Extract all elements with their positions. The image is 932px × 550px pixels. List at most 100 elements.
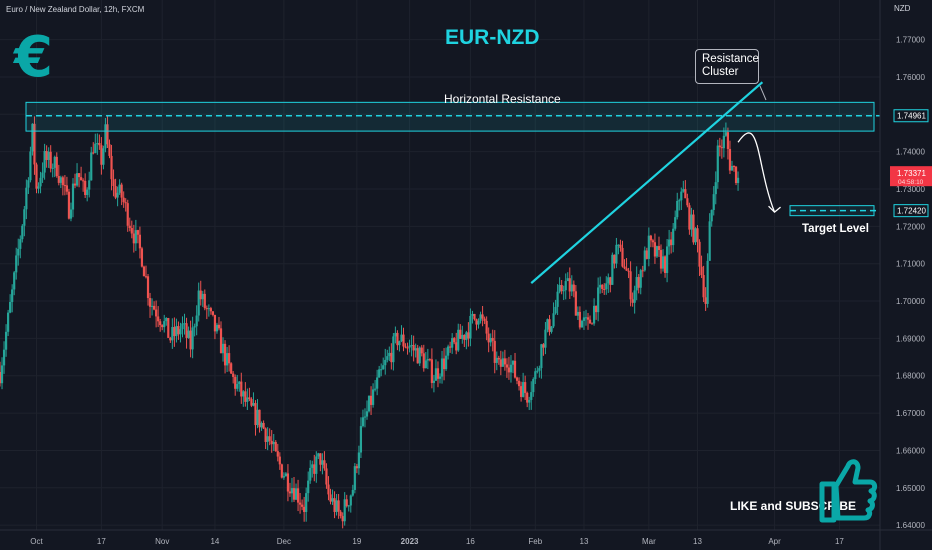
resistance-price-badge [893, 109, 929, 123]
candle-bear [73, 183, 77, 186]
y-tick-label: 1.66000 [896, 446, 925, 455]
rising-trendline [530, 81, 764, 284]
candle-bull [191, 327, 194, 350]
candle-bear [124, 202, 127, 204]
candle-bear [323, 460, 326, 469]
candle-bear [459, 329, 462, 339]
price-axis[interactable]: 1.64000 1.65000 1.66000 1.67000 1.68000 1.690… [879, 0, 932, 550]
candle-bull [424, 360, 427, 369]
candle-bear [301, 504, 304, 507]
candle-bear [142, 266, 146, 277]
candle-bear [481, 314, 484, 319]
candle-bull [343, 499, 346, 522]
candle-bull [392, 336, 395, 363]
y-tick-label: 1.76000 [896, 73, 925, 82]
candle-bear [84, 180, 87, 195]
candle-bull [17, 248, 20, 256]
candle-bear [422, 353, 425, 369]
candle-bull [165, 317, 168, 322]
candle-bear [515, 377, 519, 381]
candle-bull [225, 353, 229, 366]
candle-bear [499, 359, 502, 367]
candle-bull [246, 397, 249, 402]
candle-bear [77, 173, 81, 178]
candle-bear [325, 468, 328, 485]
candle-bull [175, 326, 178, 337]
time-axis[interactable]: Oct 17 Nov 14 Dec 19 2023 16 Feb 13 Mar 13 Apr 17 [0, 529, 932, 546]
candle-bull [457, 329, 460, 351]
candle-bear [568, 278, 571, 292]
candle-bear [631, 299, 634, 303]
candle-bull [88, 180, 91, 190]
candle-bull [367, 395, 371, 412]
candle-bull [150, 305, 154, 307]
candle-bull [708, 221, 711, 261]
candle-bear [122, 197, 125, 203]
candle-bull [639, 270, 642, 288]
candle-bear [396, 332, 399, 346]
candle-bear [625, 268, 628, 271]
candle-bull [544, 329, 547, 348]
candle-bull [570, 284, 573, 292]
candle-bear [114, 186, 117, 198]
candle-bear [619, 244, 622, 248]
candle-bear [298, 502, 302, 505]
candle-bull [7, 312, 10, 332]
candle-bear [189, 330, 192, 350]
candle-bull [171, 327, 174, 341]
candle-bull [451, 338, 454, 348]
candle-bear [57, 176, 60, 183]
candle-bear [613, 254, 616, 264]
candle-bull [238, 381, 241, 385]
current-price-badge [890, 166, 932, 187]
candle-bear [177, 326, 180, 335]
candle-bull [51, 167, 54, 169]
candle-bear [254, 403, 257, 426]
candle-bear [649, 235, 652, 241]
candle-bull [384, 359, 387, 366]
symbol-info: Euro / New Zealand Dollar, 12h, FXCM [6, 5, 145, 14]
candle-bull [408, 345, 411, 348]
candle-bear [645, 250, 648, 259]
candle-bear [167, 317, 170, 338]
candle-bear [82, 180, 85, 182]
candle-bull [349, 495, 352, 506]
candle-bear [205, 308, 208, 310]
candle-bear [33, 123, 36, 165]
candle-bull [730, 165, 734, 171]
candle-bear [286, 473, 290, 492]
candle-bull [378, 369, 381, 378]
candle-bull [674, 217, 677, 229]
candle-bull [307, 480, 310, 494]
candle-bear [623, 266, 626, 269]
candle-bull [9, 301, 12, 313]
candle-bull [2, 349, 6, 366]
candle-bear [258, 409, 261, 428]
candle-bull [489, 337, 492, 343]
candle-bull [290, 488, 294, 494]
candle-bull [163, 321, 166, 328]
y-tick-label: 1.68000 [896, 372, 925, 381]
candles [0, 116, 740, 529]
x-tick-label: 2023 [401, 537, 419, 546]
candle-bear [262, 422, 265, 429]
y-tick-label: 1.70000 [896, 297, 925, 306]
candle-bear [732, 165, 736, 167]
candle-bear [199, 290, 202, 300]
candle-bull [558, 284, 561, 292]
resistance-cluster-line1: Resistance [702, 53, 759, 65]
candle-bull [47, 151, 50, 160]
current-price-label: 1.73371 [897, 169, 926, 178]
x-tick-label: Mar [642, 537, 656, 546]
candle-bear [65, 185, 69, 192]
thumbs-up-icon[interactable] [814, 456, 878, 524]
candle-bear [507, 367, 511, 373]
candle-bull [615, 244, 618, 264]
candle-bear [718, 145, 721, 148]
candle-bear [319, 453, 322, 465]
x-tick-label: Apr [768, 537, 781, 546]
candle-bull [215, 324, 219, 332]
candle-bull [434, 368, 438, 381]
